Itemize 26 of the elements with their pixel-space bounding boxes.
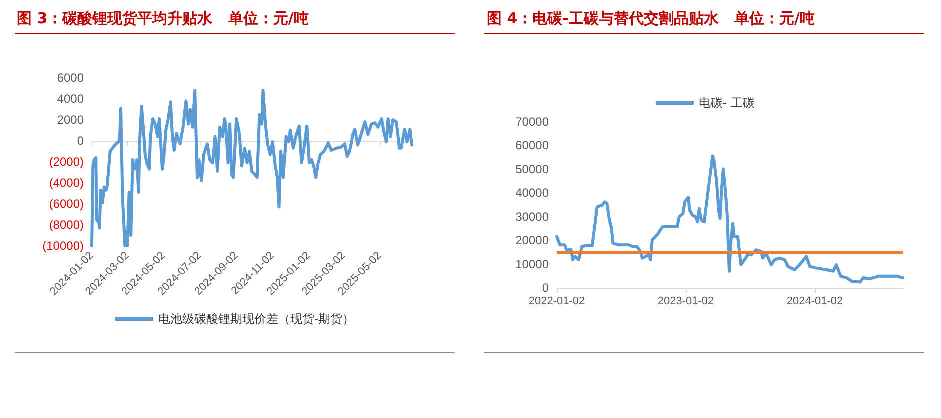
y-tick-label: 60000 [516,138,550,153]
y-tick-label: 40000 [516,186,550,200]
x-tick-label: 2023-01-02 [658,296,714,308]
y-tick-label: 10000 [516,257,550,272]
x-tick-label: 2024-01-02 [786,296,844,308]
y-tick-label: (6000) [49,197,84,211]
y-tick-label: 20000 [516,234,550,248]
y-tick-label: 50000 [516,162,550,176]
x-tick-label: 2022-01-02 [528,296,586,308]
y-tick-label: 0 [542,281,550,295]
chart-title: 图 3：碳酸锂现货平均升贴水 单位：元/吨 [17,10,309,28]
y-tick-label: 30000 [516,210,550,224]
y-tick-label: 4000 [57,92,84,106]
line-series [556,154,904,284]
y-tick-label: 6000 [57,71,84,85]
y-tick-label: (8000) [49,218,84,232]
y-tick-label: (2000) [49,155,84,169]
y-tick-label: (4000) [49,176,84,190]
chart-title: 图 4：电碳-工碳与替代交割品贴水 单位：元/吨 [487,10,816,28]
y-tick-label: 2000 [57,113,84,127]
y-tick-label: (10000) [42,239,84,253]
y-tick-label: 0 [77,134,84,148]
legend-label: 电池级碳酸锂期现价差（现货-期货） [158,312,355,326]
legend-label: 电碳- 工碳 [698,96,756,110]
y-tick-label: 70000 [516,115,550,129]
line-series [90,89,414,248]
